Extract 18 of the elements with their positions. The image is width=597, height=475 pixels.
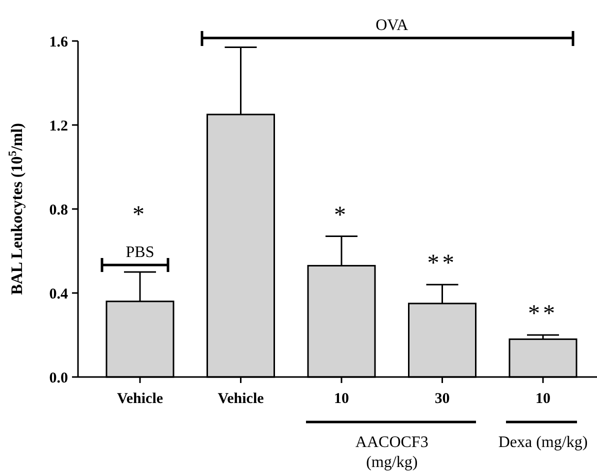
- text: Dexa (mg/kg): [498, 434, 588, 451]
- text: OVA: [376, 17, 409, 34]
- y-tick-label: 0.0: [49, 370, 68, 386]
- text: AACOCF3 (mg/kg): [355, 434, 428, 471]
- x-tick-label: Vehicle: [116, 391, 164, 407]
- annotation: *: [334, 202, 349, 228]
- annotation: **: [427, 250, 458, 277]
- x-tick-label: 30: [434, 391, 450, 407]
- y-tick-label: 0.8: [49, 202, 68, 218]
- y-tick-label: 1.2: [49, 118, 68, 134]
- annotation: PBS: [126, 244, 154, 261]
- annotation: **: [528, 301, 558, 327]
- x-tick-label: Vehicle: [218, 391, 264, 407]
- y-tick-label: 0.4: [49, 286, 68, 302]
- annotation: *: [132, 202, 148, 228]
- x-tick-label: 10: [536, 391, 550, 407]
- x-tick-label: 10: [334, 391, 349, 407]
- y-tick-label: 1.6: [49, 34, 68, 50]
